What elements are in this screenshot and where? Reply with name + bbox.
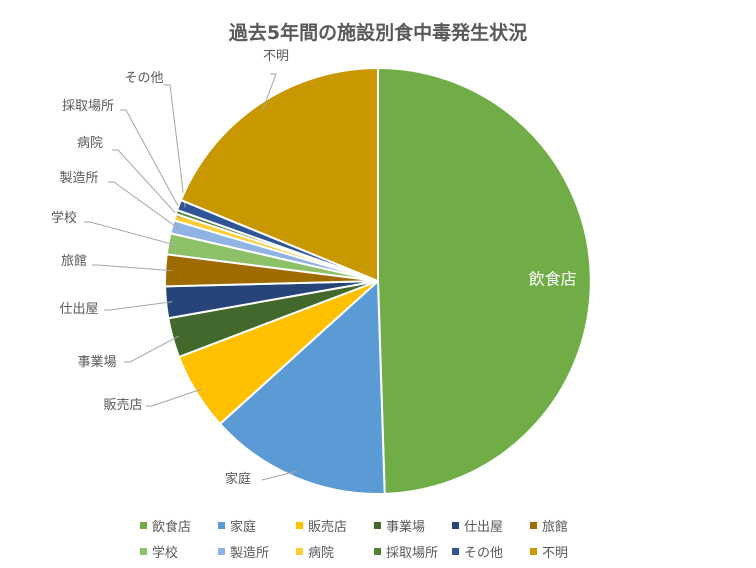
- leader-line-6: [84, 221, 175, 246]
- legend-swatch: [530, 521, 537, 529]
- legend-label: 事業場: [386, 519, 426, 535]
- pie-slice-0: [377, 66, 592, 495]
- legend-label: 製造所: [230, 545, 270, 561]
- pie-slice-11: [179, 66, 379, 283]
- slice-label-3: 事業場: [77, 354, 116, 370]
- chart-title: 過去5年間の施設別食中毒発生状況: [228, 22, 528, 44]
- leader-line-5: [92, 264, 172, 272]
- legend-swatch: [452, 547, 459, 555]
- legend-swatch: [140, 521, 147, 529]
- legend-swatch: [218, 547, 225, 555]
- legend-item: 病院: [296, 542, 374, 561]
- slice-label-1: 家庭: [225, 471, 251, 487]
- leader-line-2: [146, 388, 202, 407]
- slice-label-10: その他: [124, 71, 163, 86]
- legend-label: 採取場所: [386, 545, 439, 561]
- legend-swatch: [452, 521, 459, 529]
- slice-label-5: 旅館: [61, 254, 87, 269]
- slice-label-2: 販売店: [103, 397, 142, 413]
- legend-item: その他: [452, 542, 530, 561]
- legend-swatch: [218, 521, 225, 529]
- legend-swatch: [140, 547, 147, 555]
- slice-label-7: 製造所: [59, 171, 98, 186]
- slice-label-9: 採取場所: [62, 99, 114, 114]
- legend-label: 家庭: [230, 519, 257, 535]
- legend-item: 仕出屋: [452, 516, 530, 535]
- leader-line-7: [108, 181, 179, 229]
- leader-line-11: [262, 73, 277, 110]
- slice-label-4: 仕出屋: [59, 302, 98, 317]
- legend-item: 学校: [140, 542, 218, 561]
- legend-label: 学校: [152, 545, 179, 561]
- legend-row: 飲食店 家庭 販売店 事業場 仕出屋 旅館: [140, 512, 610, 538]
- legend-item: 旅館: [530, 516, 608, 535]
- legend-swatch: [530, 547, 537, 555]
- legend-label: その他: [464, 545, 504, 561]
- legend-swatch: [296, 547, 303, 555]
- legend-item: 採取場所: [374, 542, 452, 561]
- legend-label: 販売店: [308, 519, 348, 535]
- legend-row: 学校 製造所 病院 採取場所 その他 不明: [140, 538, 610, 564]
- leader-line-8: [112, 149, 182, 220]
- legend-item: 事業場: [374, 516, 452, 535]
- legend-item: 家庭: [218, 516, 296, 535]
- legend-label: 病院: [308, 545, 335, 561]
- slice-label-6: 学校: [51, 210, 77, 226]
- leader-line-3: [124, 335, 180, 363]
- leader-line-4: [104, 301, 173, 311]
- legend-item: 飲食店: [140, 516, 218, 535]
- pie-slice-1: [218, 278, 386, 495]
- legend-item: 製造所: [218, 542, 296, 561]
- legend-label: 不明: [542, 545, 569, 561]
- legend-swatch: [374, 521, 381, 529]
- legend-label: 飲食店: [152, 519, 192, 535]
- leader-line-1: [261, 470, 298, 481]
- chart-legend: 飲食店 家庭 販売店 事業場 仕出屋 旅館学校 製造所 病院 採取場所 その他 不明: [140, 512, 610, 564]
- leader-line-10: [164, 84, 186, 208]
- leader-line-9: [120, 109, 183, 215]
- legend-item: 販売店: [296, 516, 374, 535]
- slice-label-11: 不明: [263, 49, 289, 64]
- legend-item: 不明: [530, 542, 608, 561]
- slice-label-8: 病院: [77, 136, 103, 151]
- legend-swatch: [296, 521, 303, 529]
- legend-swatch: [374, 547, 381, 555]
- slice-label-0: 飲食店: [529, 269, 577, 288]
- legend-label: 旅館: [542, 519, 569, 535]
- legend-label: 仕出屋: [464, 519, 504, 535]
